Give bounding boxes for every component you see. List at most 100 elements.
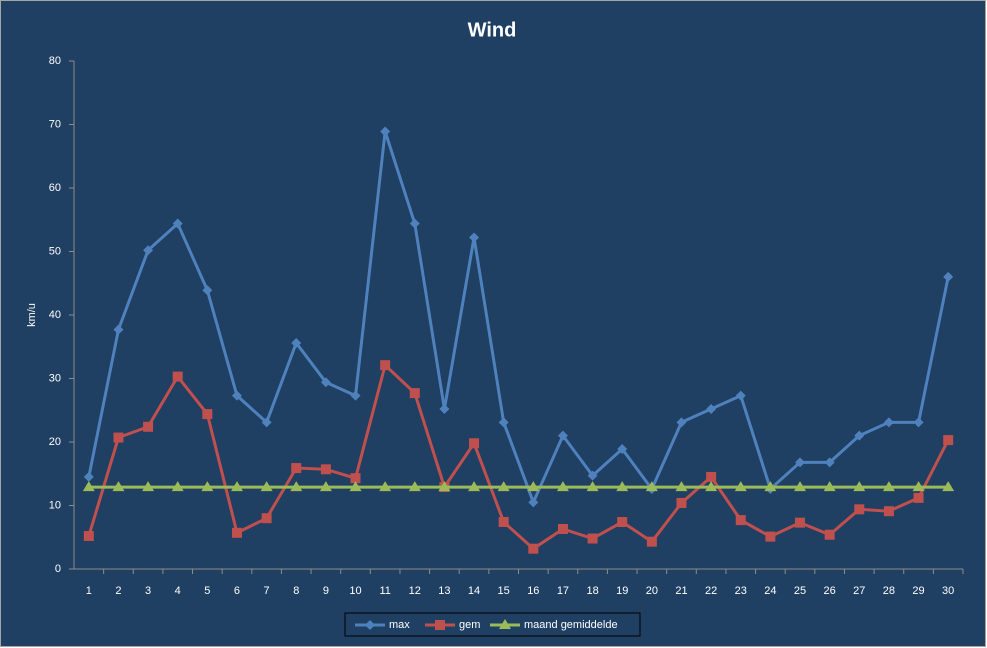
marker	[913, 417, 924, 428]
marker	[171, 481, 184, 492]
marker	[468, 481, 481, 492]
marker	[320, 377, 331, 388]
x-tick-label: 26	[824, 585, 836, 597]
y-tick-label: 50	[49, 245, 61, 257]
marker	[172, 371, 183, 382]
marker	[943, 435, 954, 446]
x-tick-label: 29	[912, 585, 924, 597]
y-tick-label: 80	[49, 55, 61, 67]
marker	[350, 473, 361, 484]
marker	[291, 463, 302, 474]
marker	[706, 403, 717, 414]
y-axis-title: km/u	[26, 303, 38, 327]
marker	[675, 481, 688, 492]
y-tick-label: 30	[49, 372, 61, 384]
y-tick-label: 20	[49, 436, 61, 448]
x-tick-label: 17	[557, 585, 569, 597]
x-tick-label: 7	[264, 585, 270, 597]
x-tick-label: 18	[586, 585, 598, 597]
marker	[409, 218, 420, 229]
x-tick-label: 21	[675, 585, 687, 597]
x-tick-label: 15	[498, 585, 510, 597]
marker	[261, 513, 272, 524]
marker	[350, 390, 361, 401]
marker	[380, 360, 391, 371]
marker	[646, 536, 657, 547]
y-tick-label: 0	[55, 563, 61, 575]
marker	[854, 504, 865, 515]
marker	[943, 271, 954, 282]
x-tick-label: 3	[145, 585, 151, 597]
marker	[676, 417, 687, 428]
marker	[527, 481, 540, 492]
marker	[290, 481, 303, 492]
marker	[824, 529, 835, 540]
x-tick-label: 14	[468, 585, 480, 597]
marker	[365, 620, 375, 630]
marker	[349, 481, 362, 492]
marker	[883, 506, 894, 517]
marker	[291, 337, 302, 348]
y-tick-label: 60	[49, 182, 61, 194]
marker	[676, 497, 687, 508]
marker	[764, 481, 777, 492]
marker	[469, 438, 480, 449]
marker	[735, 390, 746, 401]
marker	[498, 517, 509, 528]
marker	[735, 515, 746, 526]
marker	[202, 285, 213, 296]
marker	[202, 409, 213, 420]
x-tick-label: 25	[794, 585, 806, 597]
x-tick-label: 16	[527, 585, 539, 597]
legend-label: gem	[459, 619, 480, 631]
marker	[497, 481, 510, 492]
marker	[528, 497, 539, 508]
x-tick-label: 22	[705, 585, 717, 597]
marker	[853, 481, 866, 492]
marker	[824, 457, 835, 468]
marker	[379, 481, 392, 492]
x-tick-label: 13	[438, 585, 450, 597]
marker	[230, 481, 243, 492]
marker	[823, 481, 836, 492]
x-tick-label: 30	[942, 585, 954, 597]
x-tick-label: 2	[115, 585, 121, 597]
marker	[616, 481, 629, 492]
x-tick-label: 27	[853, 585, 865, 597]
marker	[438, 481, 451, 492]
marker	[942, 481, 955, 492]
marker	[143, 245, 154, 256]
marker	[882, 481, 895, 492]
y-tick-label: 40	[49, 309, 61, 321]
x-tick-label: 5	[204, 585, 210, 597]
marker	[706, 471, 717, 482]
marker	[469, 232, 480, 243]
x-tick-label: 23	[735, 585, 747, 597]
x-tick-label: 24	[764, 585, 776, 597]
marker	[705, 481, 718, 492]
marker	[320, 464, 331, 475]
marker	[587, 533, 598, 544]
marker	[586, 481, 599, 492]
marker	[143, 421, 154, 432]
legend-label: max	[389, 619, 410, 631]
marker	[113, 432, 124, 443]
chart-title: Wind	[468, 19, 517, 41]
marker	[556, 481, 569, 492]
legend-label: maand gemiddelde	[524, 619, 618, 631]
x-tick-label: 20	[646, 585, 658, 597]
marker	[231, 527, 242, 538]
marker	[617, 443, 628, 454]
marker	[113, 324, 124, 335]
marker	[201, 481, 214, 492]
marker	[883, 417, 894, 428]
marker	[439, 403, 450, 414]
marker	[112, 481, 125, 492]
marker	[765, 531, 776, 542]
marker	[645, 481, 658, 492]
marker	[854, 430, 865, 441]
marker	[587, 470, 598, 481]
marker	[795, 517, 806, 528]
